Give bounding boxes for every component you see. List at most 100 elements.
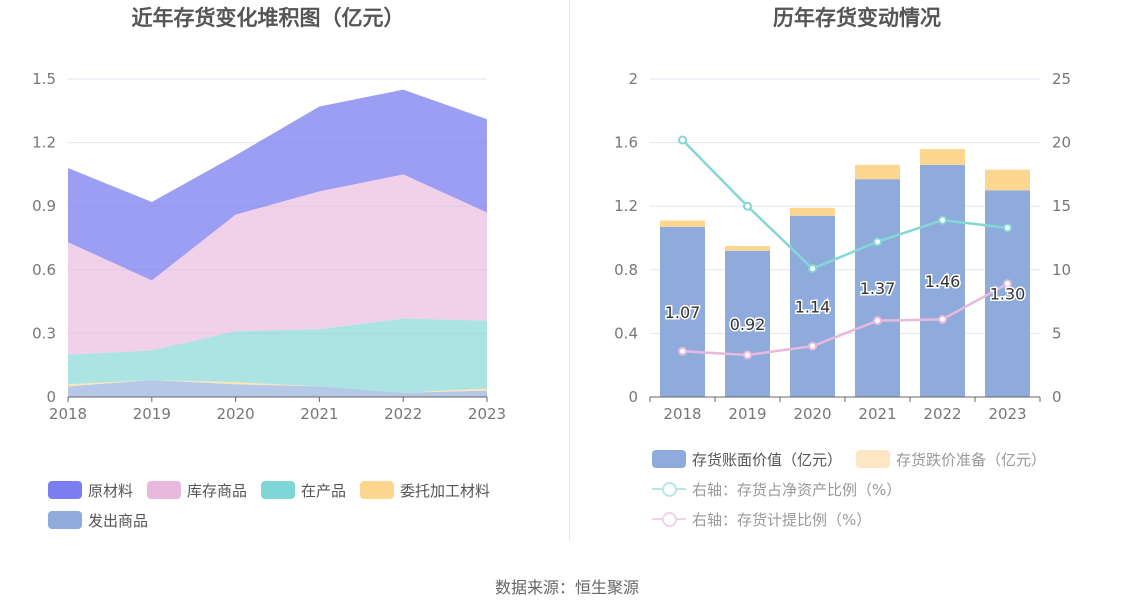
legend-swatch-impairment	[856, 450, 891, 468]
legend-label: 库存商品	[187, 481, 248, 500]
legend-label: 原材料	[88, 481, 134, 500]
y-tick-label: 0.8	[614, 261, 638, 279]
inventory-bar-line-chart: 历年存货变动情况 1.07 0.92 1.14 1.37 1.46 1.30 0 0.4 0.…	[614, 6, 1071, 423]
right-chart-title: 历年存货变动情况	[773, 6, 941, 30]
bar-impairment	[790, 207, 835, 216]
y-tick-label: 1.2	[614, 197, 638, 215]
legend-swatch-raw-materials	[48, 481, 82, 499]
legend-label: 右轴：存货占净资产比例（%）	[692, 480, 902, 499]
x-tick-label: 2022	[384, 405, 422, 423]
provision-line-point	[678, 346, 687, 356]
ratio-line-point	[678, 135, 687, 145]
ratio-line	[681, 139, 1008, 270]
x-tick-label: 2023	[468, 405, 506, 423]
bar-impairment	[920, 148, 965, 165]
y2-tick-label: 20	[1052, 134, 1071, 152]
y-tick-label: 0.3	[32, 324, 56, 342]
chart-divider	[569, 0, 570, 540]
y-tick-label: 2	[628, 70, 638, 88]
provision-line-point	[743, 350, 752, 360]
x-tick-label: 2018	[49, 405, 87, 423]
y2-tick-label: 5	[1052, 324, 1062, 342]
legend-label: 委托加工材料	[400, 481, 491, 500]
bar-value-label: 1.07	[665, 303, 701, 322]
y-tick-label: 0.4	[614, 324, 638, 342]
area-consigned	[68, 380, 487, 393]
data-source-note: 数据来源：恒生聚源	[494, 578, 639, 597]
left-legend: 原材料 库存商品 在产品 委托加工材料 发出商品	[48, 475, 548, 535]
legend-swatch-wip	[261, 481, 296, 499]
ratio-line-point	[873, 237, 882, 247]
legend-book-value[interactable]: 存货账面价值（亿元）	[652, 444, 842, 474]
y-tick-label: 0	[46, 388, 56, 406]
area-shipped	[68, 380, 487, 397]
bar-impairment	[660, 220, 705, 227]
y2-tick-label: 25	[1052, 70, 1071, 88]
x-tick-label: 2018	[663, 405, 701, 423]
ratio-line-point	[808, 264, 817, 274]
stacked-area-chart: 近年存货变化堆积图（亿元） 0 0.3 0.6 0.9 1.2 1.5 2018 2019 20…	[32, 6, 506, 423]
legend-label: 在产品	[301, 481, 347, 500]
y-tick-label: 0.6	[32, 261, 56, 279]
y-tick-label: 1.6	[614, 134, 638, 152]
bar-value-label: 1.14	[795, 297, 831, 316]
provision-line	[682, 282, 1009, 357]
legend-raw-materials[interactable]: 原材料	[48, 475, 133, 505]
area-inventory-goods	[68, 174, 487, 355]
x-tick-label: 2023	[988, 405, 1026, 423]
x-tick-label: 2021	[858, 405, 896, 423]
left-chart-title: 近年存货变化堆积图（亿元）	[132, 6, 405, 30]
right-legend: 存货账面价值（亿元） 存货跌价准备（亿元） 右轴：存货占净资产比例（%） 右轴：…	[652, 444, 1132, 534]
bar-value-label: 1.30	[990, 285, 1026, 304]
bar-value-label: 1.37	[860, 279, 896, 298]
legend-label: 存货跌价准备（亿元）	[896, 450, 1047, 469]
ratio-line-point	[1003, 223, 1012, 233]
bar-value-label: 0.92	[730, 315, 766, 334]
bar-impairment	[985, 169, 1030, 191]
y2-tick-label: 15	[1052, 197, 1071, 215]
y-tick-label: 1.2	[32, 134, 56, 152]
bar-book-value	[855, 179, 900, 397]
provision-line-point	[938, 314, 947, 324]
legend-swatch-book-value	[652, 450, 686, 468]
x-tick-label: 2021	[300, 405, 338, 423]
legend-swatch-consigned	[360, 481, 395, 499]
legend-provision-line[interactable]: 右轴：存货计提比例（%）	[652, 504, 871, 534]
legend-swatch-shipped	[48, 511, 82, 529]
y2-tick-label: 10	[1052, 261, 1071, 279]
provision-line-point	[873, 316, 882, 326]
y-tick-label: 1.5	[32, 70, 56, 88]
y-tick-label: 0	[628, 388, 638, 406]
legend-shipped[interactable]: 发出商品	[48, 505, 148, 535]
area-raw-materials	[68, 89, 487, 281]
bar-value-label: 1.46	[925, 272, 961, 291]
y2-tick-label: 0	[1052, 388, 1062, 406]
y-tick-label: 0.9	[32, 197, 56, 215]
legend-consigned[interactable]: 委托加工材料	[360, 475, 490, 505]
bar-book-value	[725, 250, 770, 397]
legend-label: 发出商品	[88, 511, 149, 530]
x-tick-label: 2019	[728, 405, 766, 423]
bar-book-value	[790, 215, 835, 397]
x-tick-label: 2022	[923, 405, 961, 423]
ratio-line-point	[938, 215, 947, 225]
legend-line-icon	[652, 510, 686, 528]
ratio-line-point	[743, 201, 752, 211]
legend-ratio-line[interactable]: 右轴：存货占净资产比例（%）	[652, 474, 901, 504]
provision-line-point	[808, 341, 817, 351]
legend-line-icon	[652, 480, 686, 498]
bar-impairment	[855, 164, 900, 180]
bar-book-value	[920, 164, 965, 397]
x-tick-label: 2020	[793, 405, 831, 423]
legend-wip[interactable]: 在产品	[261, 475, 346, 505]
legend-impairment[interactable]: 存货跌价准备（亿元）	[856, 444, 1046, 474]
legend-inventory-goods[interactable]: 库存商品	[147, 475, 247, 505]
legend-label: 右轴：存货计提比例（%）	[692, 510, 872, 529]
bar-book-value	[660, 226, 705, 397]
provision-line-point	[1003, 279, 1012, 289]
area-wip	[68, 318, 487, 393]
legend-swatch-inventory-goods	[147, 481, 182, 499]
x-tick-label: 2019	[133, 405, 171, 423]
x-tick-label: 2020	[217, 405, 255, 423]
